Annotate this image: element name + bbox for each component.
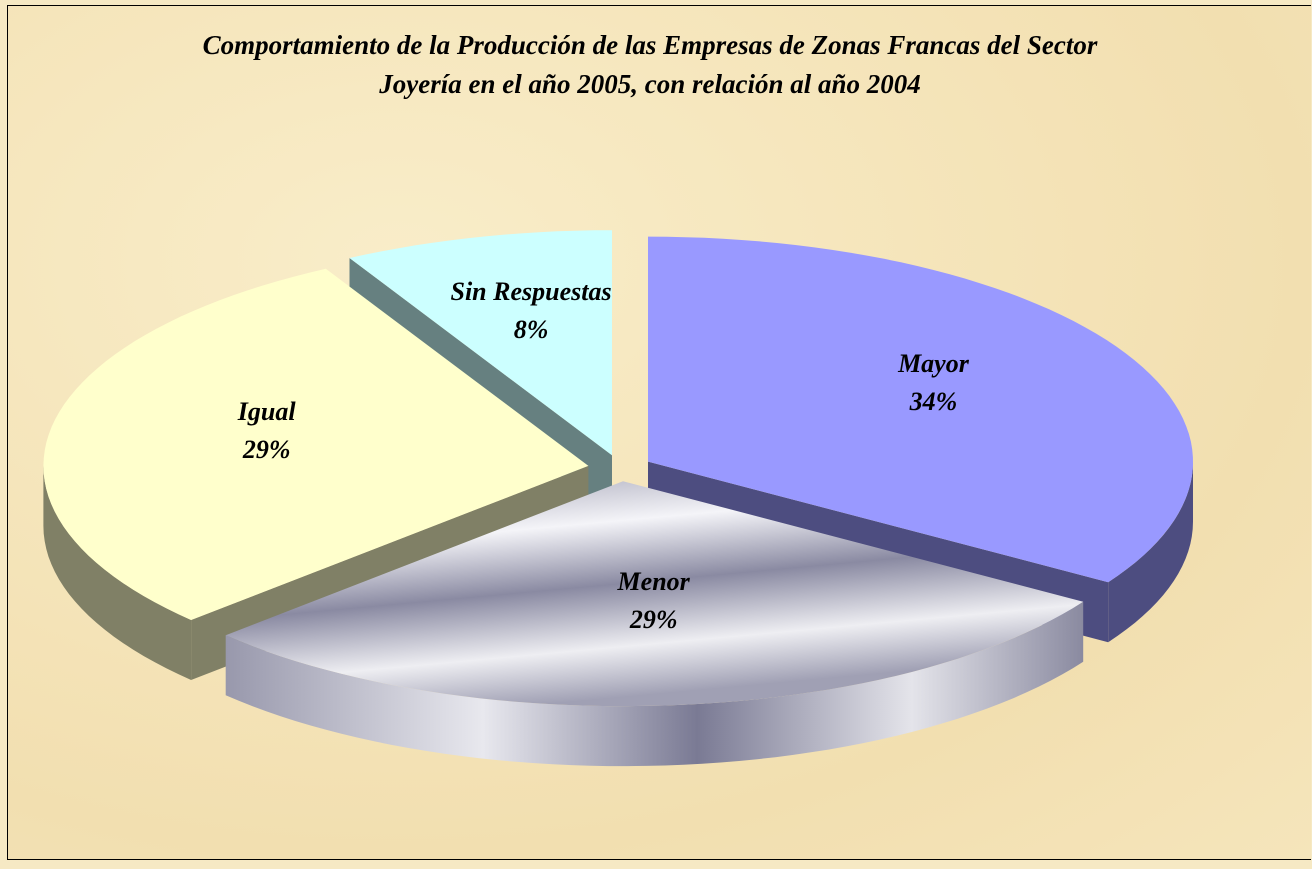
slice [648,236,1193,583]
chart-title: Comportamiento de la Producción de las E… [202,30,1098,99]
slice-outer-wall [225,601,1084,767]
slice-label: Igual [237,397,297,426]
slice-outer-wall [1108,461,1193,643]
slice-label: Sin Respuestas [450,277,611,306]
slice [43,268,589,620]
slice-outer-wall [43,465,192,680]
slice-value-label: 29% [629,605,678,634]
slice [225,481,1084,707]
slice-label: Mayor [897,349,970,378]
slice [349,230,612,456]
slice-value-label: 8% [514,315,549,344]
slice-value-label: 29% [242,435,291,464]
slice-label: Menor [617,567,691,596]
slice-value-label: 34% [909,387,958,416]
